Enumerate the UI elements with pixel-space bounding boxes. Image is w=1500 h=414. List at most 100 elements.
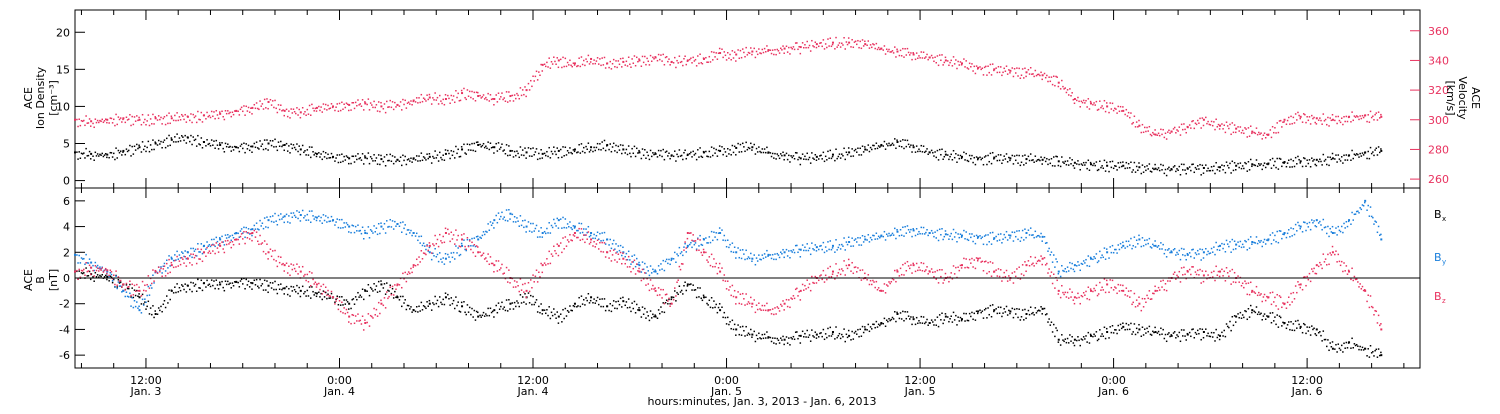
by-dot: [599, 233, 601, 235]
by-dot: [492, 222, 494, 224]
by-dot: [1304, 222, 1306, 224]
by-dot: [445, 253, 447, 255]
velocity-dot: [611, 68, 613, 70]
density-dot: [388, 160, 390, 162]
by-dot: [613, 240, 615, 242]
bx-dot: [835, 326, 837, 328]
density-point: [1251, 163, 1253, 165]
velocity-dot: [1296, 119, 1298, 121]
by-dot: [601, 232, 603, 234]
bx-dot: [798, 335, 800, 337]
bx-dot: [197, 279, 199, 281]
by-dot: [1329, 228, 1331, 230]
velocity-dot: [379, 111, 381, 113]
by-dot: [1343, 223, 1345, 225]
velocity-dot: [626, 61, 628, 63]
velocity-point: [1219, 125, 1221, 127]
velocity-dot: [1090, 101, 1092, 103]
bx-dot: [298, 287, 300, 289]
velocity-dot: [1378, 111, 1380, 113]
density-point: [800, 157, 802, 159]
velocity-dot: [477, 92, 479, 94]
density-dot: [714, 152, 716, 154]
density-dot: [750, 143, 752, 145]
velocity-point: [1138, 125, 1140, 127]
velocity-dot: [975, 73, 977, 75]
bx-dot: [431, 309, 433, 311]
bx-dot: [1067, 338, 1069, 340]
by-dot: [1319, 221, 1321, 223]
by-dot: [1007, 239, 1009, 241]
density-dot: [309, 146, 311, 148]
velocity-dot: [523, 94, 525, 96]
velocity-dot: [395, 106, 397, 108]
bx-dot: [895, 321, 897, 323]
velocity-dot: [500, 96, 502, 98]
bx-point: [413, 309, 415, 311]
bx-dot: [112, 282, 114, 284]
by-dot: [757, 260, 759, 262]
bz-dot: [280, 256, 282, 258]
density-point: [1074, 162, 1076, 164]
bz-dot: [274, 250, 276, 252]
bx-dot: [676, 292, 678, 294]
velocity-tick-label: 300: [1428, 114, 1449, 127]
by-dot: [1176, 252, 1178, 254]
velocity-dot: [183, 119, 185, 121]
by-dot: [650, 265, 652, 267]
bx-dot: [964, 320, 966, 322]
bx-dot: [1276, 314, 1278, 316]
bx-dot: [356, 299, 358, 301]
velocity-dot: [442, 99, 444, 101]
density-dot: [514, 151, 516, 153]
density-dot: [604, 140, 606, 142]
bx-dot: [624, 305, 626, 307]
velocity-dot: [76, 119, 78, 121]
by-point: [735, 251, 737, 253]
bx-dot: [340, 304, 342, 306]
bx-dot: [687, 285, 689, 287]
density-dot: [834, 160, 836, 162]
by-dot: [499, 218, 501, 220]
velocity-dot: [938, 65, 940, 67]
by-dot: [547, 232, 549, 234]
density-dot: [340, 162, 342, 164]
by-dot: [1358, 212, 1360, 214]
bx-dot: [766, 331, 768, 333]
density-dot: [532, 147, 534, 149]
bx-dot: [141, 303, 143, 305]
density-dot: [1176, 168, 1178, 170]
density-dot: [848, 147, 850, 149]
density-dot: [315, 152, 317, 154]
by-dot: [961, 236, 963, 238]
by-dot: [1260, 240, 1262, 242]
bx-dot: [760, 338, 762, 340]
by-dot: [542, 236, 544, 238]
bx-dot: [529, 302, 531, 304]
bx-dot: [719, 303, 721, 305]
density-dot: [1086, 168, 1088, 170]
bx-point: [219, 283, 221, 285]
by-dot: [1088, 255, 1090, 257]
by-dot: [972, 241, 974, 243]
by-dot: [1046, 242, 1048, 244]
by-dot: [372, 232, 374, 234]
density-dot: [1129, 167, 1131, 169]
b-tick-label: -2: [59, 298, 70, 311]
by-dot: [965, 231, 967, 233]
bx-dot: [263, 289, 265, 291]
velocity-dot: [1230, 134, 1232, 136]
velocity-dot: [1007, 73, 1009, 75]
density-dot: [1233, 170, 1235, 172]
bx-dot: [634, 301, 636, 303]
by-dot: [657, 273, 659, 275]
density-dot: [346, 155, 348, 157]
density-dot: [508, 145, 510, 147]
density-dot: [202, 147, 204, 149]
by-point: [719, 232, 721, 234]
bx-dot: [1068, 342, 1070, 344]
by-dot: [149, 294, 151, 296]
density-dot: [286, 143, 288, 145]
velocity-dot: [830, 37, 832, 39]
by-dot: [207, 245, 209, 247]
